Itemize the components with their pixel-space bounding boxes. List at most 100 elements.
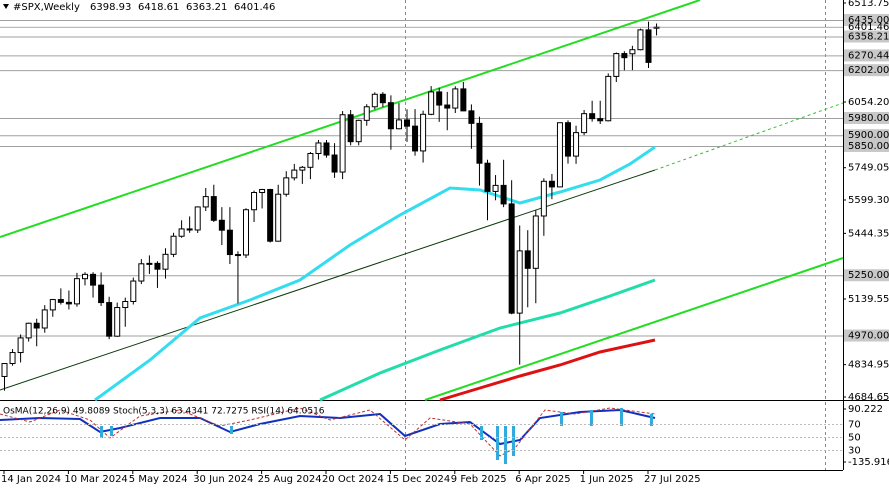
indicator-title: OsMA(12,26,9) 49.8089 Stoch(5,3,3) 63.43… — [3, 407, 325, 417]
x-tick-label: 20 Oct 2024 — [322, 474, 384, 485]
candle-body — [210, 196, 217, 221]
candle-body — [355, 119, 362, 143]
trend-line — [424, 257, 844, 401]
x-tick-label: 5 May 2024 — [129, 474, 188, 485]
candle-body — [146, 262, 153, 265]
candle-body — [484, 162, 491, 192]
candle-body — [106, 302, 113, 337]
candle-body — [154, 262, 161, 270]
level-label: 5900.00 — [848, 130, 889, 141]
moving-average — [439, 338, 656, 402]
x-tick-label: 30 Jun 2024 — [193, 474, 253, 485]
candle-body — [41, 309, 48, 329]
level-label: 6435.00 — [848, 15, 889, 26]
level-label: 4970.00 — [848, 331, 889, 342]
candle-body — [460, 88, 467, 112]
y-tick-label: 5139.55 — [848, 294, 889, 305]
candle-body — [9, 352, 16, 365]
y-tick-label: 5599.30 — [848, 195, 889, 206]
candle-body — [315, 142, 322, 155]
candle-body — [395, 119, 402, 130]
candle-body — [202, 196, 209, 208]
x-tick-label: 25 Aug 2024 — [258, 474, 322, 485]
candle-body — [347, 114, 354, 143]
candle-body — [637, 29, 644, 51]
candle-body — [371, 93, 378, 108]
candle-body — [291, 169, 298, 179]
candle-body — [17, 337, 24, 354]
level-label: 5980.00 — [848, 113, 889, 124]
candle-body — [162, 253, 169, 270]
candle-body — [275, 193, 282, 242]
osma-bar — [230, 426, 233, 434]
candle-body — [363, 106, 370, 121]
candle-body — [178, 228, 185, 237]
moving-average — [94, 145, 656, 402]
candle-body — [404, 119, 410, 127]
candle-body — [218, 219, 225, 231]
candle-body — [33, 322, 40, 329]
level-label-box — [844, 269, 889, 282]
level-label-box — [844, 111, 889, 124]
candle-body — [428, 91, 435, 115]
level-label-box — [844, 64, 889, 77]
moving-average — [319, 278, 656, 402]
osma-histogram — [100, 408, 653, 464]
osma-bar — [590, 410, 593, 426]
y-tick-label: 5444.35 — [848, 228, 889, 239]
candle-body — [331, 154, 338, 173]
osma-bar — [480, 426, 483, 440]
level-label-box — [844, 49, 889, 62]
candle-body — [581, 113, 588, 134]
candle-body — [629, 49, 636, 55]
dropdown-icon — [3, 4, 9, 9]
candle-body — [65, 301, 72, 305]
candle-body — [573, 132, 580, 157]
y-tick-label: 4684.65 — [848, 392, 889, 403]
candle-body — [90, 273, 97, 286]
candle-body — [1, 363, 8, 377]
level-label-box — [844, 30, 889, 43]
candle-body — [283, 177, 290, 195]
candle-body — [226, 229, 233, 256]
candle-body — [339, 114, 346, 173]
level-label-box — [844, 139, 889, 152]
indicator-tick-label: -135.9167 — [848, 457, 889, 468]
candle-body — [565, 122, 571, 157]
candle-body — [468, 110, 475, 124]
level-label: 6270.44 — [848, 50, 889, 61]
indicator-tick-label: 70 — [848, 420, 861, 431]
candle-body — [532, 215, 539, 269]
candle-body — [57, 299, 64, 303]
candle-body — [49, 299, 56, 311]
candle-body — [234, 254, 241, 257]
indicator-tick-label: 30 — [848, 446, 861, 457]
x-tick-label: 14 Jan 2024 — [1, 474, 61, 485]
y-tick-label: 6054.20 — [848, 97, 889, 108]
candle-body — [444, 104, 451, 109]
candle-body — [597, 118, 604, 122]
osma-bar — [650, 414, 653, 426]
candle-body — [500, 184, 507, 205]
level-label-box — [844, 129, 889, 142]
indicator-tick-label: 50 — [848, 433, 861, 444]
header-low: 6363.21 — [186, 2, 227, 13]
candle-body — [420, 113, 427, 152]
candle-body — [548, 180, 555, 188]
candle-body — [259, 188, 266, 194]
candle-body — [243, 209, 249, 256]
header-high: 6418.61 — [138, 2, 179, 13]
level-label-box — [844, 329, 889, 342]
osma-bar — [100, 426, 103, 438]
candle-body — [323, 142, 330, 156]
current-price-label: 6401.46 — [848, 22, 889, 33]
candle-body — [299, 166, 306, 171]
candle-body — [98, 284, 105, 304]
x-tick-label: 9 Feb 2025 — [451, 474, 507, 485]
header-close: 6401.46 — [234, 2, 275, 13]
candle-body — [605, 75, 612, 122]
candle-body — [267, 188, 274, 242]
candle-body — [645, 29, 652, 63]
candle-body — [516, 250, 523, 314]
